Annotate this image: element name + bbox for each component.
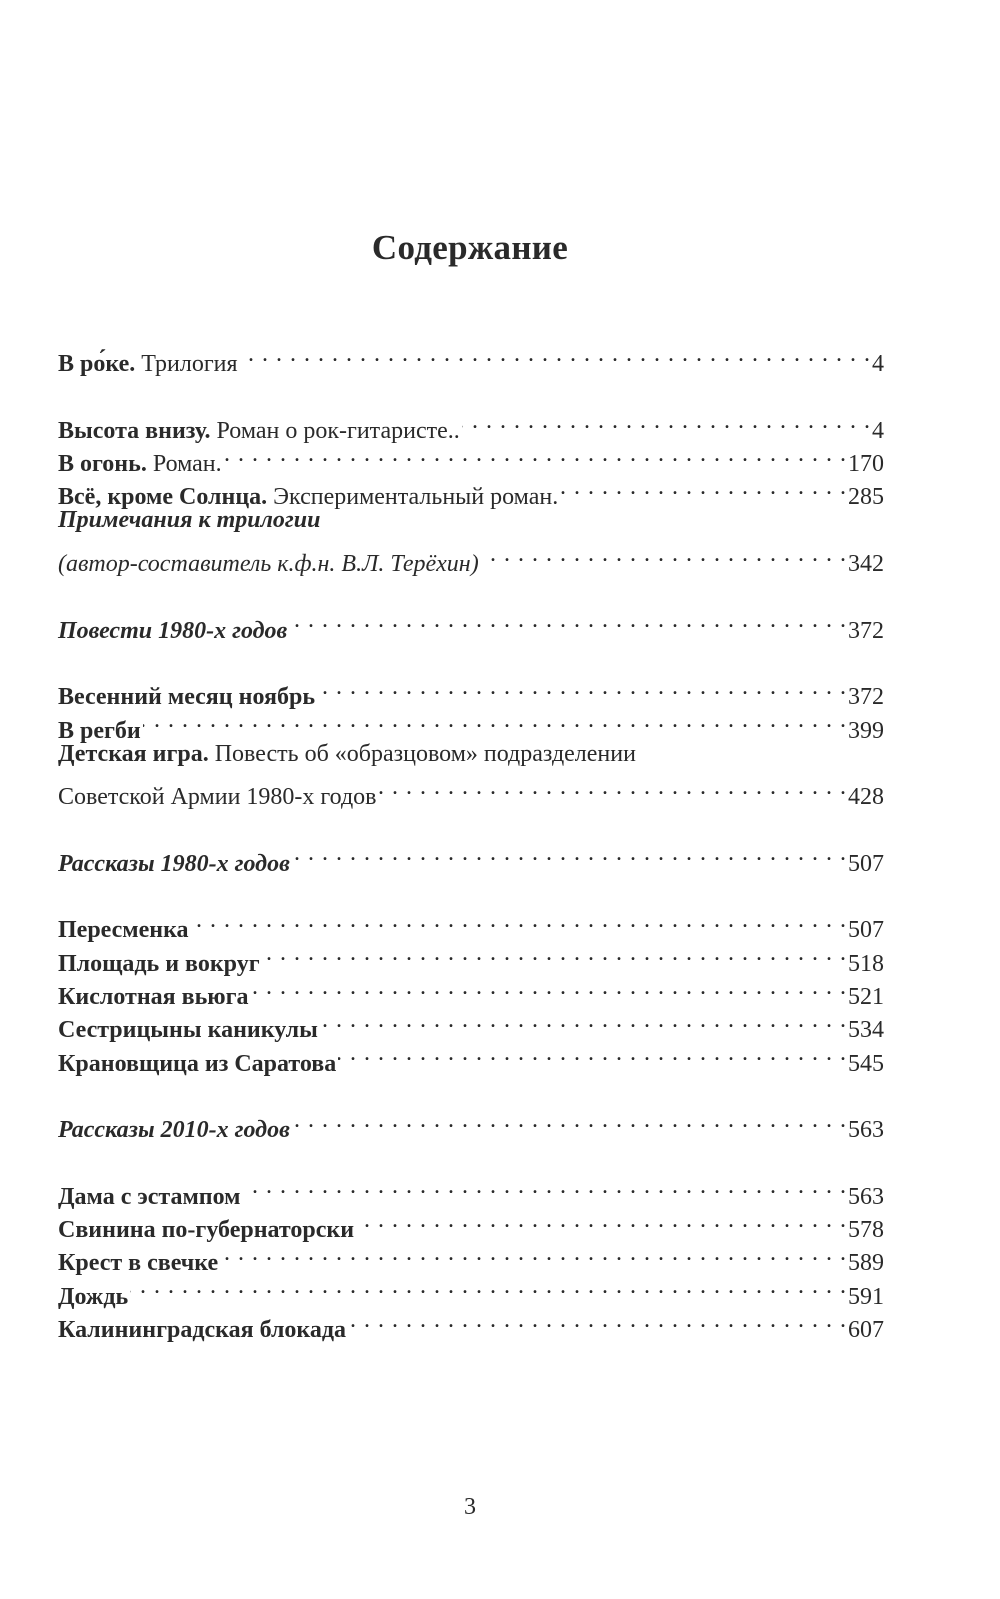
entry-page: 563 [848,1183,884,1210]
entry-subtitle: Экспериментальный роман. [267,484,559,511]
entry-title: В регби [58,717,141,744]
toc-entry[interactable]: Пересменка 507 [58,904,884,943]
entry-page: 342 [848,551,884,578]
entry-page: 170 [848,451,884,478]
dot-leader [348,1304,846,1337]
entry-page: 4 [872,351,884,378]
entry-title: Сестрицыны каникулы [58,1017,318,1044]
entry-page: 589 [848,1250,884,1277]
toc-entry[interactable]: Детская игра. Повесть об «образцовом» по… [58,738,884,771]
entry-title: Высота внизу. [58,417,211,444]
entry-title: Крановщица из Саратова [58,1050,337,1077]
entry-title: Пересменка [58,917,189,944]
toc-entry[interactable]: В ро́ке. Трилогия 4 [58,338,884,377]
section-title: Рассказы 1980-х годов [58,850,290,877]
dot-leader [320,1004,846,1037]
dot-leader [560,471,846,504]
section-title: Рассказы 2010-х годов [58,1117,290,1144]
toc-entry[interactable]: (автор-составитель к.ф.н. В.Л. Терёхин) 3… [58,538,884,577]
entry-page: 4 [872,417,884,444]
entry-title: В огонь. [58,451,147,478]
dot-leader [292,1104,846,1137]
dot-leader [356,1204,846,1237]
dot-leader [262,937,846,970]
entry-title: Дождь [58,1283,129,1310]
dot-leader [462,405,870,438]
dot-leader [289,604,846,637]
dot-leader [143,704,846,737]
toc-entry[interactable]: Всё, кроме Солнца. Экспериментальный ром… [58,471,884,510]
page-title: Содержание [371,228,569,267]
entry-page: 545 [848,1050,884,1077]
entry-page: 428 [848,784,884,811]
toc-entry[interactable]: Примечания к трилогии [58,504,884,537]
entry-page: 372 [848,617,884,644]
dot-leader [220,1237,846,1270]
toc-section[interactable]: Рассказы 2010-х годов 563 [58,1104,884,1143]
toc-entry[interactable]: Весенний месяц ноябрь372 [58,671,884,710]
page-number: 3 [464,1494,476,1520]
dot-leader [317,671,846,704]
dot-leader [191,904,846,937]
table-of-contents: В ро́ке. Трилогия 4 Высота внизу. Роман о… [58,338,884,1343]
entry-title: В ро́ке. [58,351,136,378]
entry-page: 507 [848,850,884,877]
entry-page: 534 [848,1017,884,1044]
toc-entry[interactable]: Советской Армии 1980-х годов 428 [58,771,884,810]
entry-title: Дама с эстампом [58,1183,241,1210]
entry-title: Калининградская блокада [58,1316,347,1343]
entry-title: Примечания к трилогии [58,507,321,534]
entry-title: Всё, кроме Солнца. [58,484,268,511]
dot-leader [224,438,846,471]
dot-leader [338,1037,846,1070]
dot-leader [379,771,846,804]
entry-page: 285 [848,484,884,511]
toc-section[interactable]: Рассказы 1980-х годов 507 [58,837,884,877]
dot-leader [240,338,870,371]
toc-entry[interactable]: Дама с эстампом 563 [58,1170,884,1210]
dot-leader [243,1170,846,1203]
toc-entry[interactable]: Крановщица из Саратова 545 [58,1037,884,1077]
entry-title: (автор-составитель к.ф.н. В.Л. Терёхин) [58,551,479,578]
dot-leader [481,538,846,571]
entry-title: Кислотная вьюга [58,983,249,1010]
toc-entry[interactable]: Площадь и вокруг 518 [58,937,884,977]
toc-entry[interactable]: В огонь. Роман. 170 [58,438,884,477]
entry-page: 518 [848,950,884,977]
toc-entry[interactable]: Сестрицыны каникулы 534 [58,1004,884,1043]
toc-entry[interactable]: Калининградская блокада 607 [58,1304,884,1343]
entry-page: 563 [848,1117,884,1144]
entry-subtitle: Повесть об «образцовом» подразделении [208,740,636,767]
entry-page: 521 [848,983,884,1010]
entry-title: Советской Армии 1980-х годов [58,784,377,811]
entry-page: 578 [848,1217,884,1244]
entry-title: Площадь и вокруг [58,950,260,977]
toc-entry[interactable]: Высота внизу. Роман о рок-гитаристе..4 [58,405,884,444]
entry-subtitle: Трилогия [135,351,238,378]
dot-leader [251,971,846,1004]
toc-entry[interactable]: Кислотная вьюга 521 [58,971,884,1010]
entry-page: 591 [848,1283,884,1310]
toc-entry[interactable]: Дождь 591 [58,1270,884,1310]
entry-page: 399 [848,717,884,744]
entry-title: Детская игра. [58,740,209,767]
toc-section[interactable]: Повести 1980-х годов 372 [58,604,884,644]
toc-entry[interactable]: В регби 399 [58,704,884,744]
entry-page: 372 [848,684,884,711]
dot-leader [130,1270,846,1303]
section-title: Повести 1980-х годов [58,617,288,644]
dot-leader [292,837,846,870]
entry-page: 607 [848,1316,884,1343]
entry-page: 507 [848,917,884,944]
entry-subtitle: Роман. [146,451,222,478]
